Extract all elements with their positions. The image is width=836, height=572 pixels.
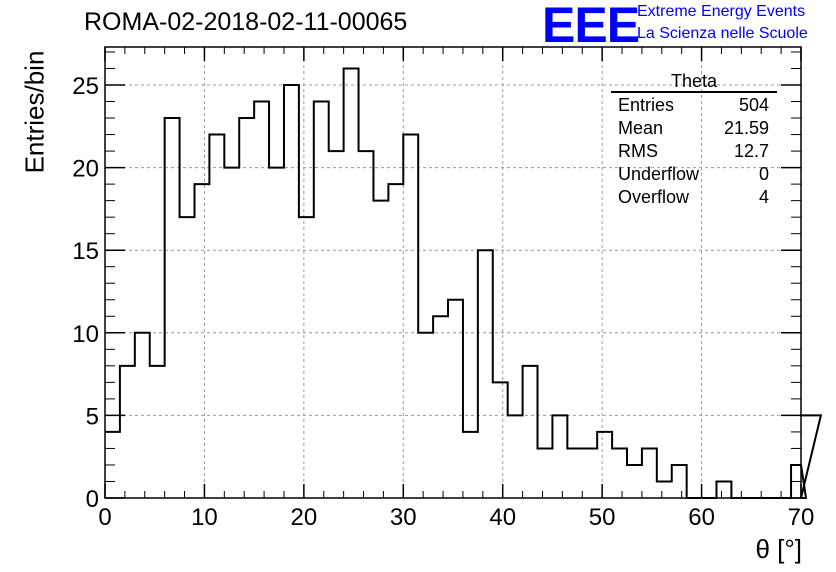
- stats-label: Underflow: [618, 164, 700, 184]
- histogram-bin: [344, 68, 359, 498]
- stats-label: Mean: [618, 118, 664, 138]
- y-tick-label: 0: [86, 486, 99, 513]
- histogram-bin: [552, 415, 567, 498]
- histogram-bin: [642, 448, 657, 498]
- histogram-bin: [299, 217, 314, 498]
- histogram-bin: [538, 448, 553, 498]
- histogram-bin: [150, 366, 165, 498]
- histogram-bin: [314, 102, 329, 498]
- histogram-bin: [209, 135, 224, 498]
- axis-ticks: [104, 47, 802, 499]
- stats-row-overflow: Overflow 4: [611, 186, 777, 209]
- histogram-bin: [269, 168, 284, 498]
- stats-row-rms: RMS 12.7: [611, 140, 777, 163]
- x-tick-label: 0: [98, 504, 111, 531]
- x-tick-label: 10: [191, 504, 218, 531]
- histogram-bin: [180, 217, 195, 498]
- histogram-bin: [224, 168, 239, 498]
- histogram-bin: [672, 465, 687, 498]
- histogram-bin: [463, 432, 478, 498]
- y-tick-label: 5: [86, 403, 99, 430]
- histogram-bin: [120, 366, 135, 498]
- histogram-bin: [165, 118, 180, 498]
- x-tick-label: 60: [688, 504, 715, 531]
- y-tick-label: 25: [72, 73, 99, 100]
- grid: [105, 47, 801, 498]
- logo-tagline-secondary: La Scienza nelle Scuole: [637, 25, 808, 42]
- histogram-bin: [657, 481, 672, 498]
- histogram-bin: [597, 432, 612, 498]
- histogram-bin: [582, 448, 597, 498]
- histogram-bin: [627, 465, 642, 498]
- stats-label: Entries: [618, 95, 675, 115]
- stats-label: RMS: [618, 141, 658, 161]
- histogram-bin: [523, 366, 538, 498]
- stats-label: Overflow: [618, 187, 690, 207]
- stats-row-mean: Mean 21.59: [611, 117, 777, 140]
- stats-box: Theta Entries 504 Mean 21.59 RMS 12.7 Un…: [611, 72, 777, 209]
- histogram-bin: [478, 250, 493, 498]
- stats-value: 4: [758, 187, 769, 207]
- x-tick-label: 40: [489, 504, 516, 531]
- histogram-outline: [105, 67, 823, 499]
- histogram-bin: [418, 333, 433, 498]
- stats-row-entries: Entries 504: [611, 94, 777, 117]
- histogram-bin: [508, 415, 523, 498]
- histogram-bin: [329, 151, 344, 498]
- y-tick-label: 15: [72, 238, 99, 265]
- histogram-bin: [254, 102, 269, 498]
- x-tick-label: 50: [589, 504, 616, 531]
- logo-tagline-primary: Extreme Energy Events: [637, 3, 806, 20]
- stats-value: 21.59: [723, 118, 769, 138]
- histogram-bin: [194, 184, 209, 498]
- x-axis-label: θ [°]: [755, 534, 802, 564]
- histogram-bin: [359, 151, 374, 498]
- histogram: [105, 67, 823, 499]
- histogram-bin: [612, 448, 627, 498]
- histogram-bin: [388, 184, 403, 498]
- histogram-bin: [284, 85, 299, 498]
- y-axis-label: Entries/bin: [19, 50, 50, 174]
- eee-logo: EEE: [542, 0, 640, 53]
- histogram-bin: [433, 316, 448, 498]
- x-tick-label: 30: [390, 504, 417, 531]
- stats-row-underflow: Underflow 0: [611, 163, 777, 186]
- x-tick-label: 20: [291, 504, 318, 531]
- histogram-bin: [567, 448, 582, 498]
- stats-value: 0: [758, 164, 769, 184]
- histogram-bin: [373, 201, 388, 498]
- stats-value: 504: [738, 95, 769, 115]
- x-tick-label: 70: [788, 504, 815, 531]
- histogram-bin: [448, 300, 463, 498]
- histogram-bin: [239, 118, 254, 498]
- histogram-bin: [493, 382, 508, 498]
- histogram-bin: [403, 135, 418, 498]
- histogram-bin: [135, 333, 150, 498]
- plot-frame: [104, 46, 802, 499]
- histogram-bin: [716, 481, 731, 498]
- chart-title: ROMA-02-2018-02-11-00065: [84, 8, 408, 36]
- y-tick-label: 20: [72, 156, 99, 183]
- y-tick-label: 10: [72, 321, 99, 348]
- stats-value: 12.7: [733, 141, 769, 161]
- stats-divider: [611, 91, 777, 93]
- stats-title: Theta: [670, 71, 718, 91]
